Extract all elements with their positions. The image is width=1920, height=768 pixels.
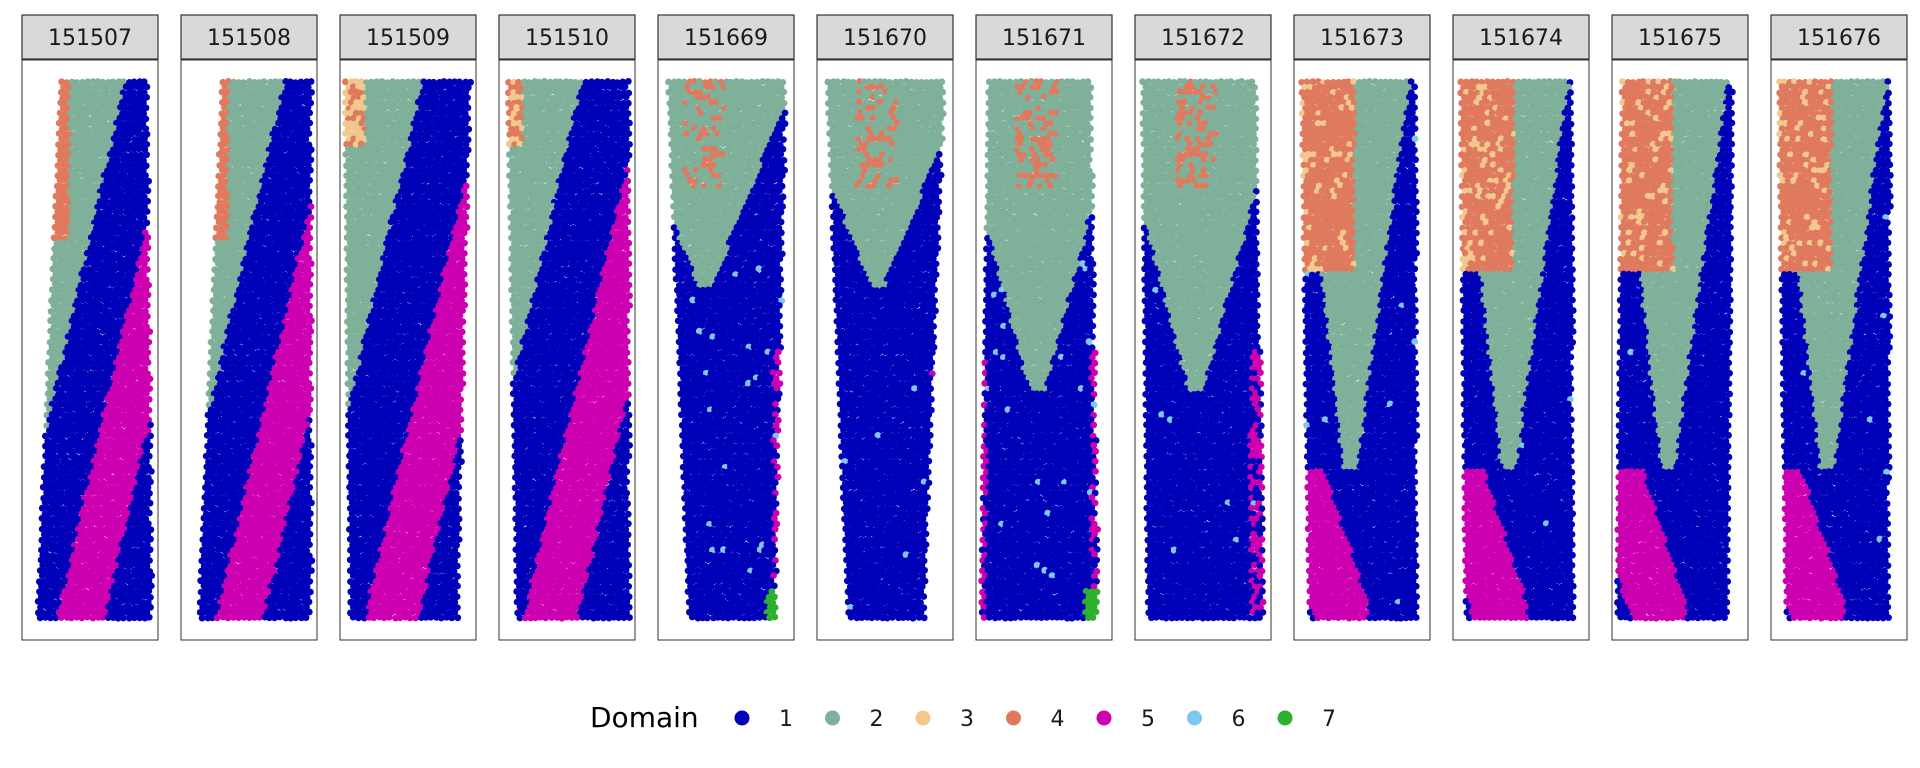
- facet-label: 151507: [48, 26, 132, 51]
- spot-point: [68, 125, 75, 132]
- facet-panels: 151507 151508 151509 151510 151669 151670 1516…: [22, 15, 1907, 640]
- spot-point: [98, 473, 105, 480]
- spot-point: [143, 151, 150, 158]
- spot-point: [114, 453, 121, 460]
- facet-panel: 151507: [22, 15, 158, 640]
- spot-point: [92, 177, 99, 184]
- spot-point: [83, 260, 90, 267]
- spot-point: [142, 318, 149, 325]
- spot-point: [125, 328, 132, 335]
- faceted-domain-plot: 151507 151508 151509 151510 151669 151670 1516…: [0, 0, 1920, 768]
- spot-point: [148, 468, 155, 475]
- spot-point: [67, 406, 74, 413]
- spot-point: [117, 208, 124, 215]
- spot-point: [71, 427, 78, 434]
- spot-point: [144, 208, 151, 215]
- spot-point: [81, 276, 88, 283]
- spot-point: [78, 500, 85, 507]
- spot-point: [145, 244, 152, 251]
- spot-point: [144, 302, 151, 309]
- spot-point: [145, 359, 152, 366]
- spot-point: [147, 500, 154, 507]
- spot-point: [98, 395, 105, 402]
- spot-point: [84, 364, 91, 371]
- spot-point: [87, 406, 94, 413]
- spot-point: [145, 187, 152, 194]
- spot-point: [56, 234, 63, 241]
- spot-point: [136, 146, 143, 153]
- spot-point: [143, 390, 150, 397]
